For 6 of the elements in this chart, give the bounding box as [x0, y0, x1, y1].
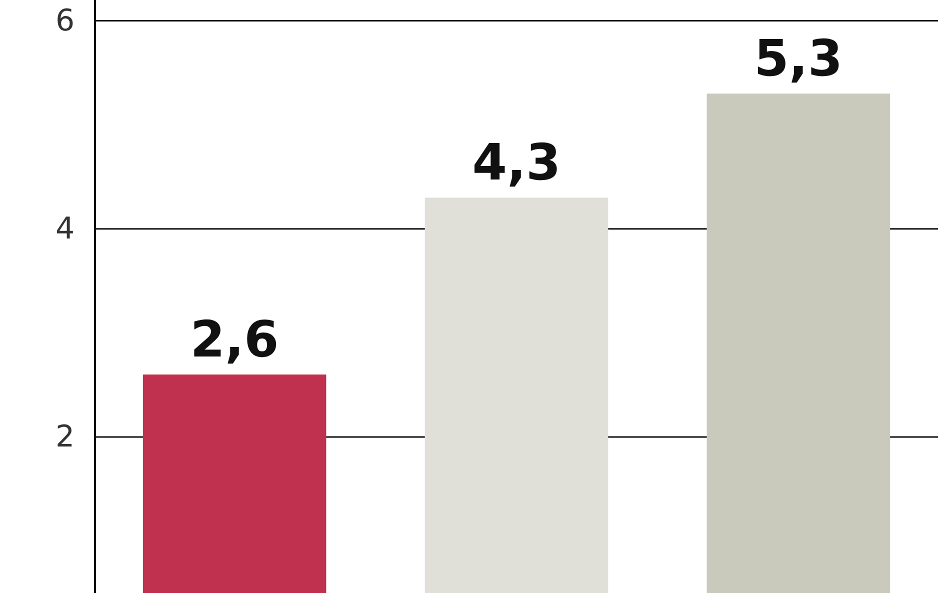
y-tick-label: 4 [55, 211, 75, 246]
y-tick-label: 6 [55, 3, 75, 38]
y-tick-label: 2 [55, 419, 75, 454]
data-label: 2,6 [190, 310, 279, 369]
data-label: 4,3 [472, 134, 561, 192]
data-label: 5,3 [754, 30, 843, 88]
